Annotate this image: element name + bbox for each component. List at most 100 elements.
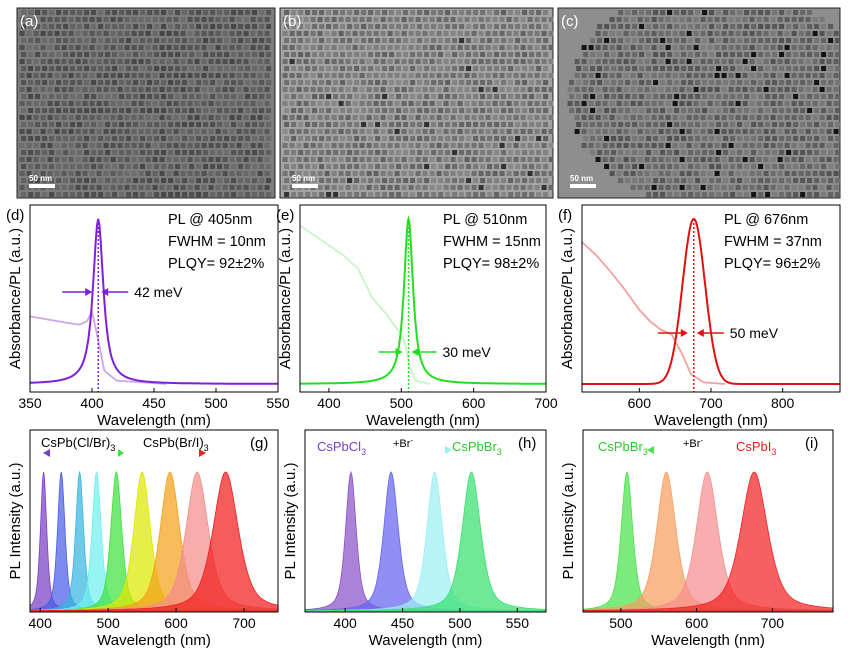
nanocube (75, 129, 81, 134)
nanocube (424, 192, 430, 197)
nanocube (529, 24, 535, 29)
nanocube (159, 185, 165, 190)
nanocube (681, 38, 687, 43)
nanocube (222, 59, 228, 64)
nanocube (28, 38, 34, 43)
nanocube (471, 115, 477, 120)
nanocube (529, 80, 535, 85)
nanocube (305, 150, 311, 155)
nanocube (266, 122, 272, 127)
nanocube (326, 80, 332, 85)
nanocube (35, 122, 41, 127)
nanocube (520, 45, 526, 50)
nanocube (793, 136, 799, 141)
nanocube (431, 192, 437, 197)
nanocube (403, 24, 409, 29)
nanocube (110, 143, 116, 148)
nanocube (793, 38, 799, 43)
nanocube (721, 129, 727, 134)
nanocube (403, 108, 409, 113)
nanocube (68, 31, 74, 36)
nanocube (751, 38, 757, 43)
nanocube (833, 101, 839, 106)
nanocube (450, 143, 456, 148)
nanocube (630, 45, 636, 50)
nanocube (728, 101, 734, 106)
nanocube (84, 94, 90, 99)
nanocube (310, 171, 316, 176)
nanocube (282, 171, 288, 176)
nanocube (674, 136, 680, 141)
nanocube (340, 24, 346, 29)
nanocube (375, 192, 381, 197)
nanocube (716, 108, 722, 113)
nanocube (91, 108, 97, 113)
nanocube (366, 157, 372, 162)
nanocube (609, 157, 615, 162)
nanocube (126, 164, 132, 169)
nanocube (737, 122, 743, 127)
nanocube (590, 136, 596, 141)
nanocube (744, 150, 750, 155)
nanocube (786, 38, 792, 43)
nanocube (140, 80, 146, 85)
nanocube (63, 108, 69, 113)
nanocube (187, 115, 193, 120)
nanocube (422, 185, 428, 190)
nanocube (667, 66, 673, 71)
nanocube (651, 157, 657, 162)
nanocube (487, 164, 493, 169)
nanocube (429, 45, 435, 50)
nanocube (471, 157, 477, 162)
nanocube (812, 45, 818, 50)
nanocube (47, 115, 53, 120)
nanocube (674, 122, 680, 127)
nanocube (373, 73, 379, 78)
nanocube (616, 171, 622, 176)
nanocube (637, 115, 643, 120)
nanocube (744, 122, 750, 127)
nanocube (735, 45, 741, 50)
nanocube (396, 52, 402, 57)
nanocube (373, 157, 379, 162)
nanocube (716, 94, 722, 99)
nanocube (786, 108, 792, 113)
nanocube (485, 17, 491, 22)
nanocube (161, 24, 167, 29)
nanocube (499, 157, 505, 162)
nanocube (49, 10, 55, 15)
nanocube (527, 59, 533, 64)
nanocube (352, 185, 358, 190)
nanocube (250, 45, 256, 50)
x-tick-label: 550 (266, 395, 290, 411)
nanocube (770, 129, 776, 134)
nanocube (513, 157, 519, 162)
nanocube (345, 17, 351, 22)
nanocube (119, 136, 125, 141)
nanocube (604, 164, 610, 169)
nanocube (520, 17, 526, 22)
nanocube (646, 192, 652, 197)
nanocube (63, 10, 69, 15)
nanocube (688, 108, 694, 113)
nanocube (812, 185, 818, 190)
nanocube (485, 171, 491, 176)
nanocube (194, 87, 200, 92)
nanocube (63, 192, 69, 197)
nanocube (26, 17, 32, 22)
nanocube (408, 73, 414, 78)
pl-peak-area (582, 471, 834, 612)
nanocube (772, 136, 778, 141)
nanocube (408, 87, 414, 92)
nanocube (473, 178, 479, 183)
nanocube (639, 178, 645, 183)
nanocube (394, 45, 400, 50)
nanocube (26, 143, 32, 148)
nanocube (354, 164, 360, 169)
nanocube (215, 143, 221, 148)
nanocube (361, 108, 367, 113)
nanocube (168, 10, 174, 15)
nanocube (331, 17, 337, 22)
nanocube (536, 38, 542, 43)
nanocube (175, 192, 181, 197)
